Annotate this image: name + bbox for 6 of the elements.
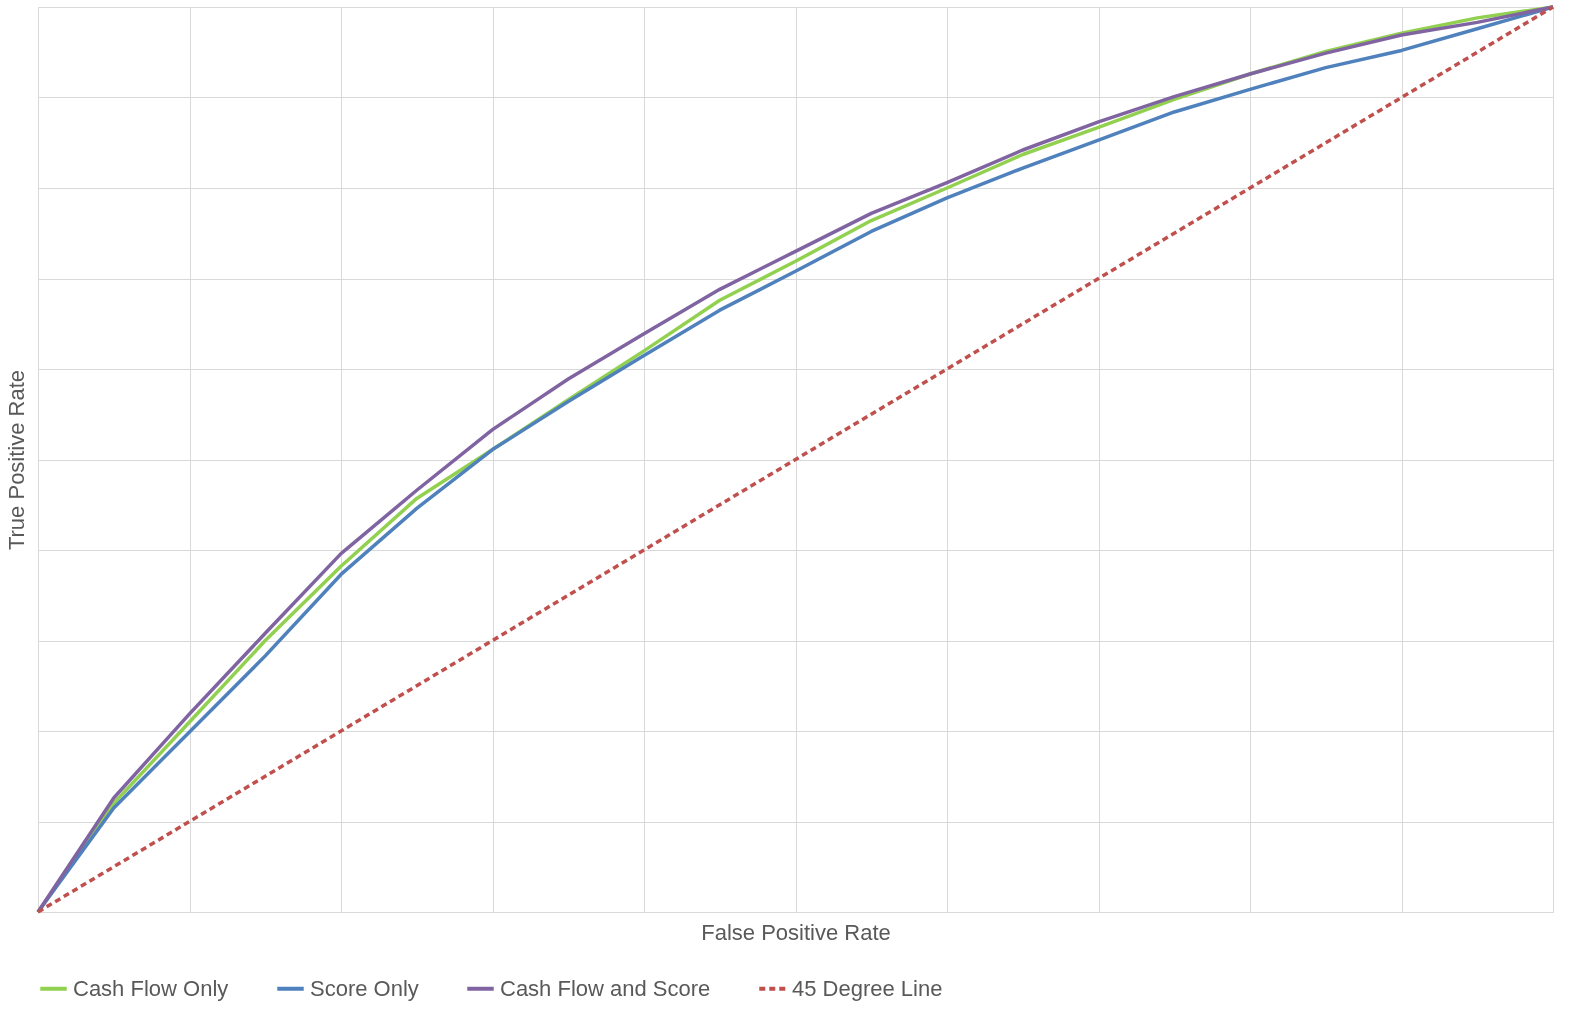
legend-label: 45 Degree Line: [792, 975, 943, 1001]
legend-label: Cash Flow and Score: [500, 975, 711, 1001]
legend-label: Score Only: [310, 975, 419, 1001]
x-axis-title: False Positive Rate: [701, 919, 891, 945]
legend-label: Cash Flow Only: [73, 975, 229, 1001]
y-axis-title: True Positive Rate: [3, 369, 29, 551]
